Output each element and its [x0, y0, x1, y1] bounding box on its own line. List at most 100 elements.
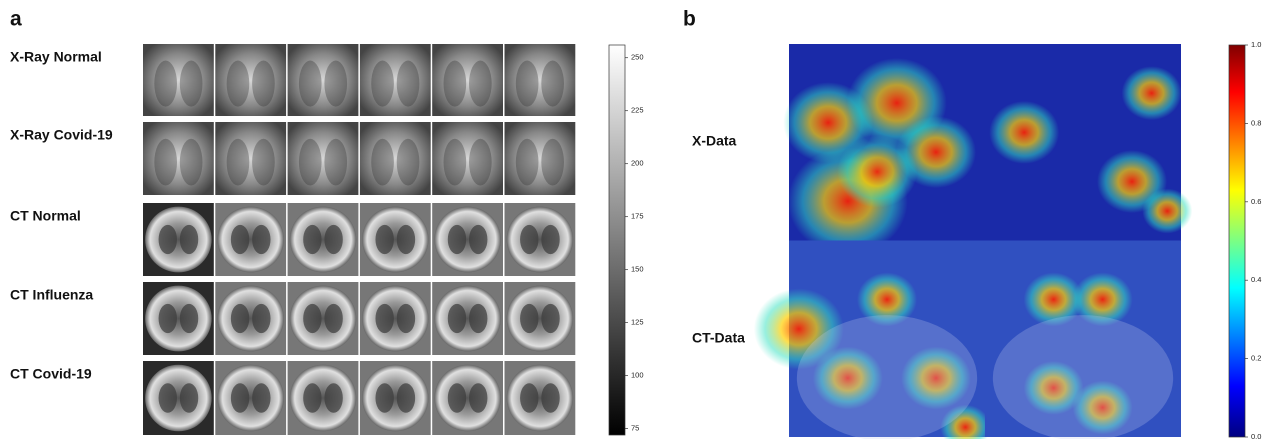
lung — [448, 304, 466, 333]
lung — [469, 383, 487, 413]
row-label: X-Ray Covid-19 — [10, 127, 113, 143]
lung — [180, 383, 198, 413]
lung — [541, 61, 564, 107]
heat-spot — [989, 101, 1059, 164]
tick-label: 225 — [631, 106, 644, 115]
ct-body — [507, 207, 574, 273]
panel-label: b — [683, 8, 696, 31]
ct-body — [145, 365, 212, 432]
lung — [516, 61, 539, 107]
lung — [180, 304, 198, 333]
lung — [520, 225, 538, 254]
lung — [541, 304, 559, 333]
heat-spot — [1122, 66, 1182, 120]
ct-body — [145, 286, 212, 352]
tick-label: 0.2 — [1251, 354, 1261, 363]
lung — [375, 304, 393, 333]
lung — [371, 61, 394, 107]
lung — [371, 139, 394, 186]
row-label: X-Data — [692, 133, 737, 149]
lung — [324, 225, 342, 254]
lung — [324, 139, 347, 186]
ct-body — [290, 365, 357, 432]
ct-body — [362, 286, 429, 352]
heat-spot — [837, 136, 917, 208]
lung — [180, 139, 203, 186]
colorbar — [609, 45, 625, 435]
lung — [154, 139, 177, 186]
lung — [469, 225, 487, 254]
xray-image — [360, 122, 431, 195]
lung — [303, 304, 321, 333]
lung — [324, 383, 342, 413]
tick-label: 0.0 — [1251, 432, 1261, 439]
row-label: CT-Data — [692, 330, 745, 346]
figure: a b X-Ray NormalX-Ray Covid-19CT NormalC… — [0, 0, 1266, 439]
tick-label: 0.6 — [1251, 197, 1261, 206]
tick-label: 200 — [631, 159, 644, 168]
lung — [541, 225, 559, 254]
lung — [159, 383, 177, 413]
ct-body — [797, 315, 977, 439]
ct-body — [993, 315, 1173, 439]
lung — [252, 383, 270, 413]
lung — [252, 304, 270, 333]
lung — [227, 61, 250, 107]
lung — [231, 304, 249, 333]
lung — [159, 304, 177, 333]
lung — [159, 225, 177, 254]
lung — [303, 383, 321, 413]
lung — [252, 61, 275, 107]
tick-label: 75 — [631, 424, 639, 433]
lung — [397, 225, 415, 254]
lung — [516, 139, 539, 186]
tick-label: 150 — [631, 265, 644, 274]
ct-body — [145, 207, 212, 273]
lung — [520, 304, 538, 333]
ct-body — [434, 365, 501, 432]
ct-body — [217, 207, 284, 273]
tick-label: 175 — [631, 212, 644, 221]
tick-label: 1.0 — [1251, 40, 1261, 49]
lung — [397, 61, 420, 107]
lung — [180, 225, 198, 254]
lung — [541, 139, 564, 186]
panel-label: a — [10, 8, 22, 31]
xray-image — [143, 44, 214, 116]
xray-image — [215, 44, 286, 116]
ct-body — [290, 207, 357, 273]
ct-body — [434, 207, 501, 273]
ct-body — [362, 207, 429, 273]
xray-image — [143, 122, 214, 195]
lung — [469, 139, 492, 186]
ct-body — [507, 365, 574, 432]
xray-image — [288, 44, 359, 116]
ct-body — [290, 286, 357, 352]
lung — [397, 139, 420, 186]
lung — [520, 383, 538, 413]
lung — [397, 304, 415, 333]
lung — [154, 61, 177, 107]
tick-label: 125 — [631, 318, 644, 327]
tick-label: 250 — [631, 53, 644, 62]
lung — [444, 61, 467, 107]
lung — [299, 61, 322, 107]
row-label: CT Covid-19 — [10, 366, 92, 382]
heat-spot — [1142, 189, 1192, 234]
lung — [227, 139, 250, 186]
row-label: CT Influenza — [10, 287, 93, 303]
lung — [375, 383, 393, 413]
xray-image — [288, 122, 359, 195]
lung — [469, 61, 492, 107]
lung — [541, 383, 559, 413]
lung — [444, 139, 467, 186]
xray-image — [505, 44, 576, 116]
lung — [324, 304, 342, 333]
row-label: CT Normal — [10, 208, 81, 224]
ct-body — [434, 286, 501, 352]
lung — [231, 225, 249, 254]
lung — [303, 225, 321, 254]
ct-body — [362, 365, 429, 432]
lung — [375, 225, 393, 254]
ct-body — [217, 286, 284, 352]
